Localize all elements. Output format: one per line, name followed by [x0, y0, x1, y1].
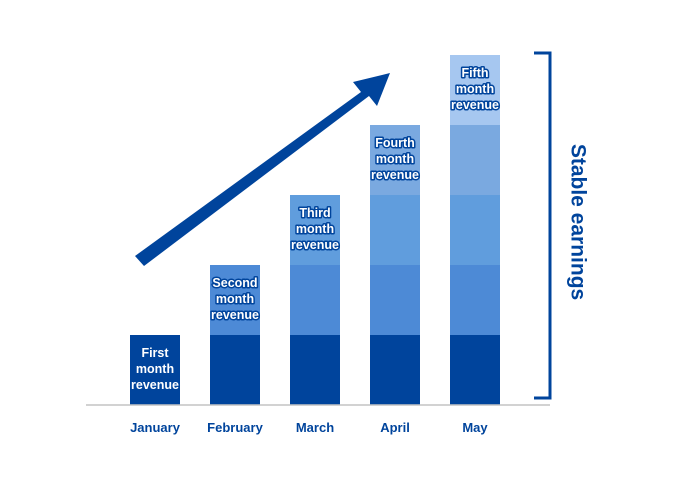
trend-arrow-icon: [135, 73, 390, 266]
segment-label-line: month: [136, 362, 174, 376]
bar-segment-january-1: [130, 335, 180, 405]
bar-segment-may-3: [450, 195, 500, 265]
segment-label-line: revenue: [291, 238, 339, 252]
bars-group: [130, 55, 500, 405]
segment-label-line: First: [141, 346, 169, 360]
segment-label-line: month: [456, 82, 494, 96]
segment-label-march: Third month revenue: [291, 206, 339, 252]
segment-label-line: Fourth: [375, 136, 415, 150]
segment-label-february: Second month revenue: [211, 276, 259, 322]
x-tick-label-may: May: [462, 420, 488, 435]
bar-segment-may-4: [450, 125, 500, 195]
bar-segment-april-4: [370, 125, 420, 195]
bar-segment-may-5: [450, 55, 500, 125]
x-tick-label-january: January: [130, 420, 181, 435]
segment-label-line: revenue: [371, 168, 419, 182]
bar-segment-march-3: [290, 195, 340, 265]
bracket-icon: [534, 51, 552, 400]
segment-label-line: revenue: [451, 98, 499, 112]
x-tick-label-february: February: [207, 420, 263, 435]
segment-label-line: revenue: [211, 308, 259, 322]
segment-label-line: Third: [299, 206, 330, 220]
segment-label-april: Fourth month revenue: [371, 136, 419, 182]
segment-label-line: month: [216, 292, 254, 306]
segment-label-line: revenue: [131, 378, 179, 392]
segment-label-line: Fifth: [461, 66, 488, 80]
x-tick-label-march: March: [296, 420, 334, 435]
bar-segment-march-2: [290, 265, 340, 335]
bar-segment-may-1: [450, 335, 500, 405]
bar-segment-february-2: [210, 265, 260, 335]
segment-label-may: Fifth month revenue: [451, 66, 499, 112]
x-tick-labels-group: January February March April May: [130, 420, 488, 435]
bracket-label: Stable earnings: [566, 144, 589, 300]
segment-label-line: month: [296, 222, 334, 236]
x-tick-label-april: April: [380, 420, 410, 435]
segment-label-line: month: [376, 152, 414, 166]
bar-segment-april-2: [370, 265, 420, 335]
bar-segment-may-2: [450, 265, 500, 335]
bar-segment-february-1: [210, 335, 260, 405]
segment-label-line: Second: [212, 276, 257, 290]
bar-segment-april-1: [370, 335, 420, 405]
segment-label-january: First month revenue: [131, 346, 179, 392]
bar-segment-march-1: [290, 335, 340, 405]
bar-segment-april-3: [370, 195, 420, 265]
